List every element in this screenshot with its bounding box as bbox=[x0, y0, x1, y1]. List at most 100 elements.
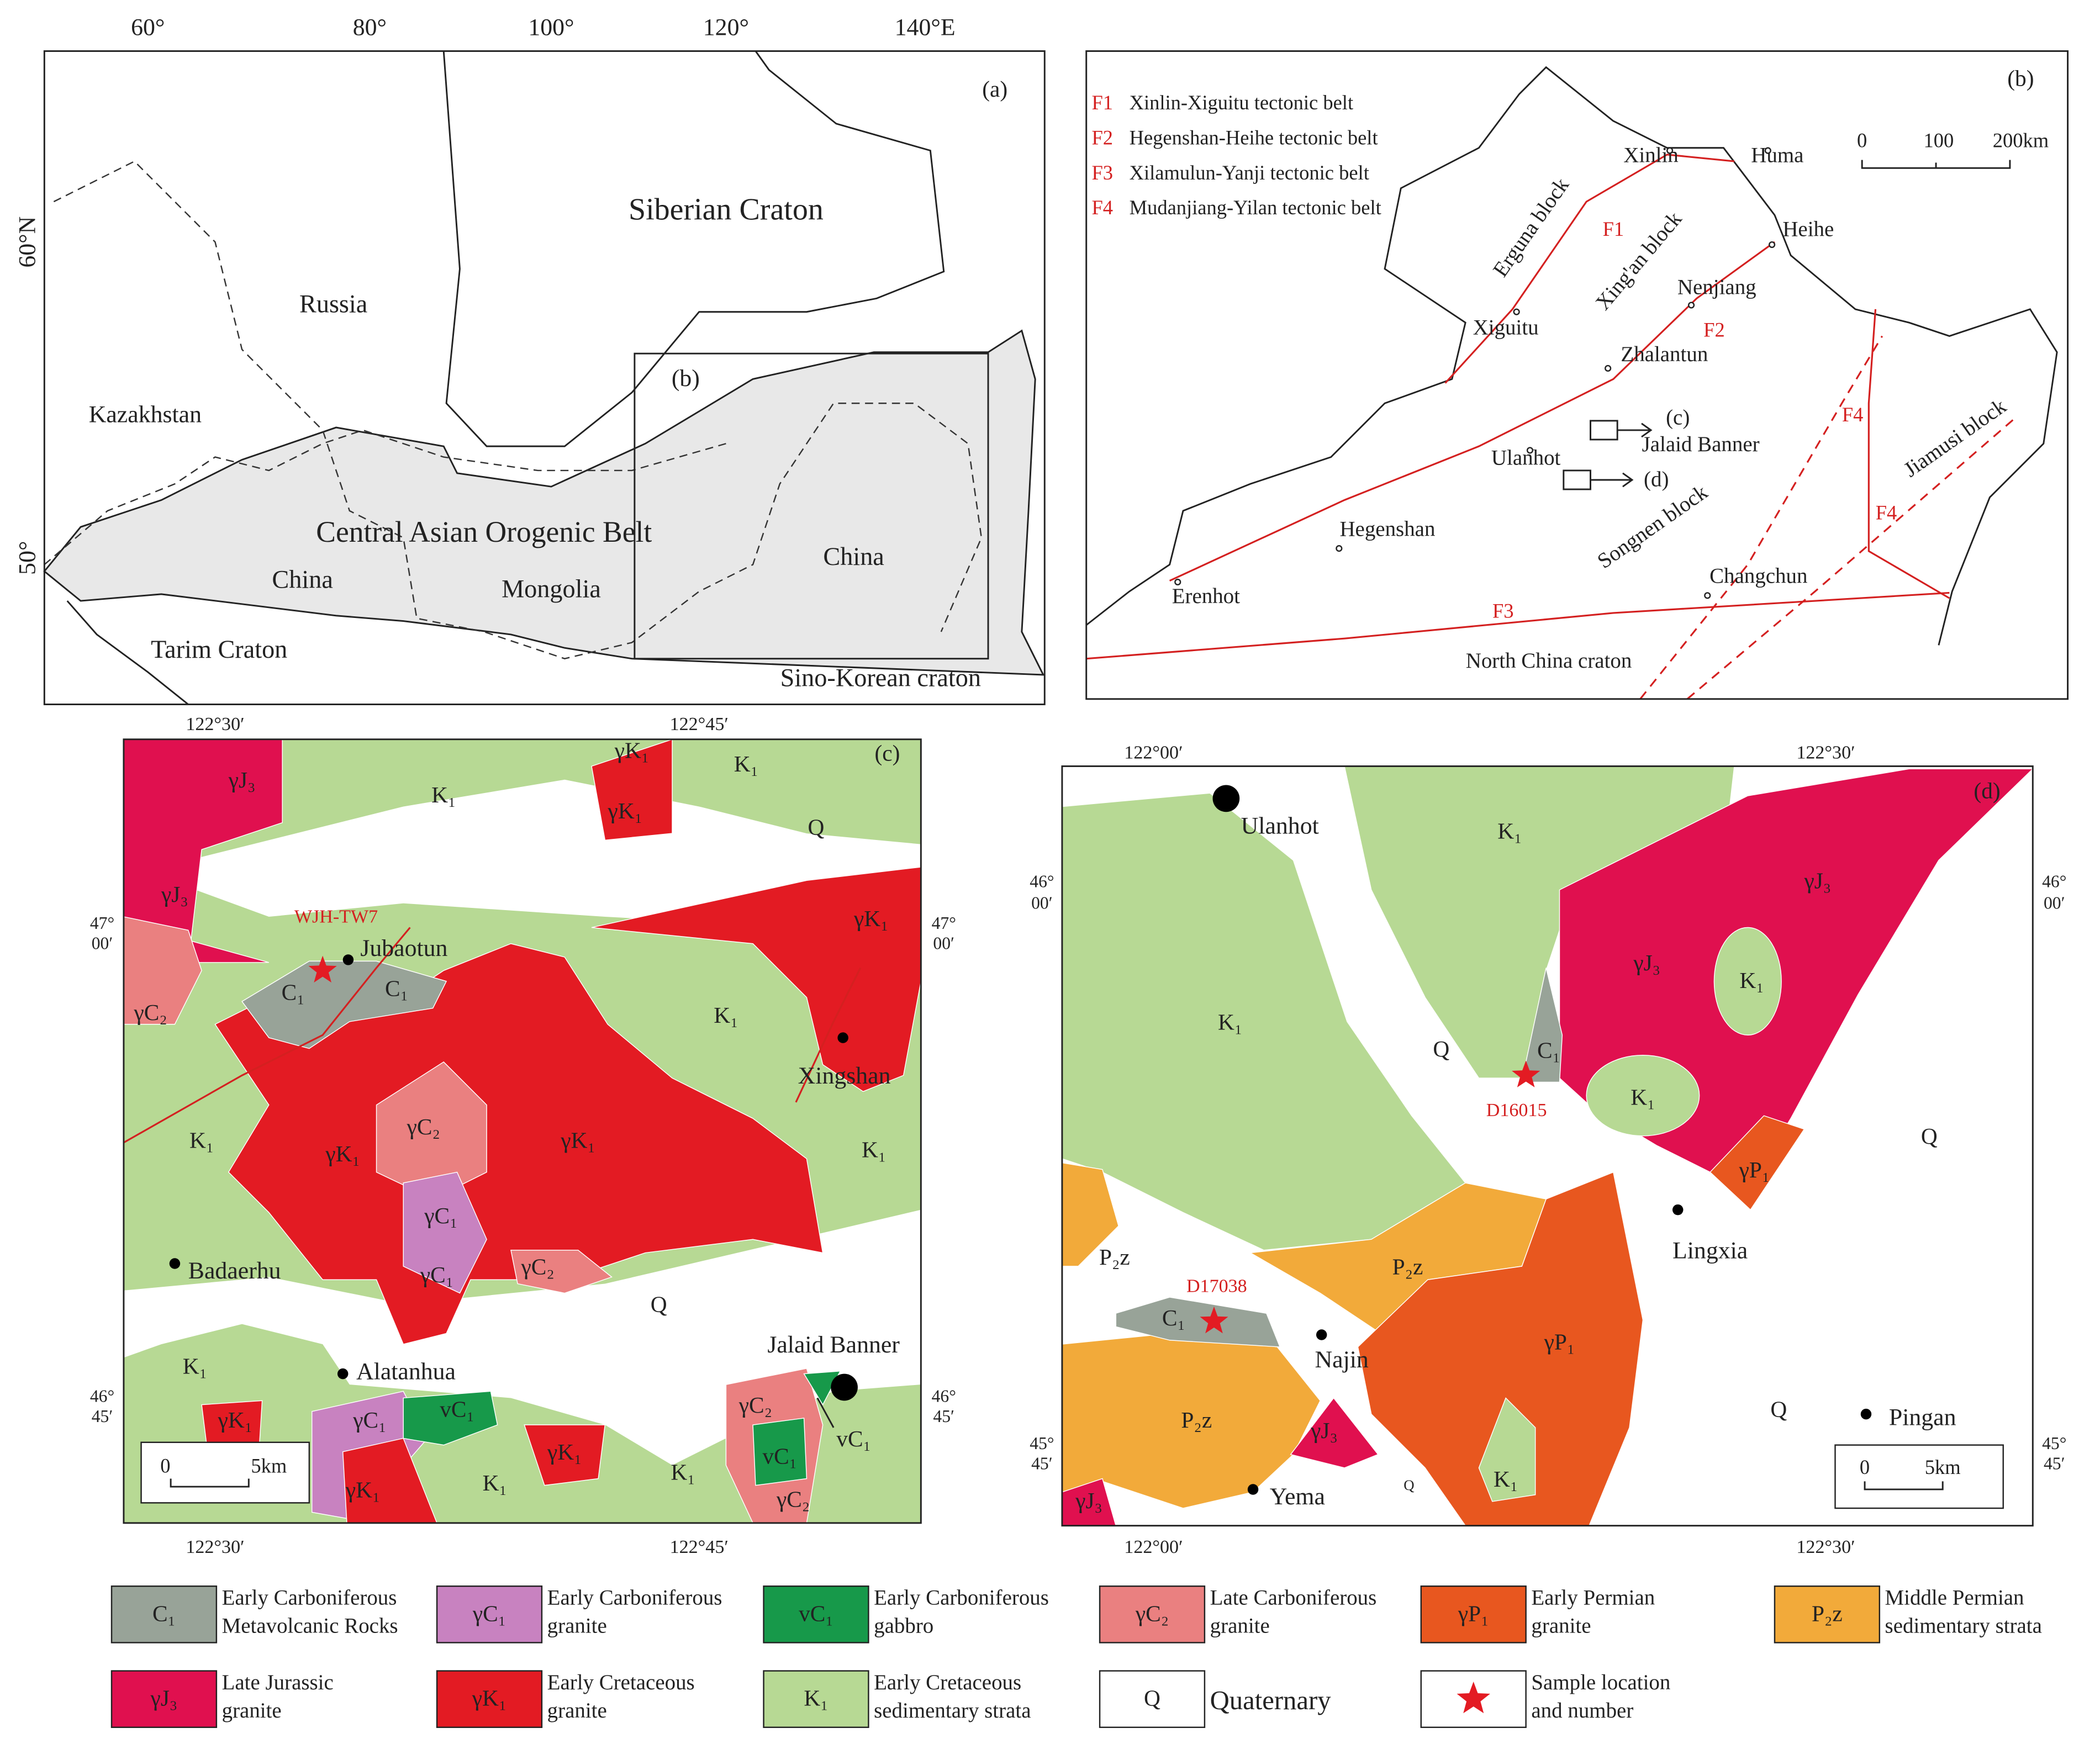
longitude-label: 80° bbox=[353, 14, 387, 41]
unit-label: γJ₃ bbox=[228, 767, 256, 792]
place-label: Ulanhot bbox=[1491, 446, 1561, 469]
legend-text: Early Permian bbox=[1531, 1586, 1655, 1609]
unit-label: γC₂ bbox=[133, 1000, 167, 1025]
place-markers bbox=[1212, 785, 1872, 1495]
unit-label: K₁ bbox=[1494, 1466, 1518, 1492]
unit-label: P₂z bbox=[1099, 1244, 1130, 1270]
unit-label: γJ₃ bbox=[161, 881, 188, 907]
place-dot bbox=[1336, 545, 1343, 552]
unit-label: vC₁ bbox=[836, 1426, 871, 1451]
unit-label: γK₁ bbox=[547, 1439, 582, 1465]
latitude-label: 00′ bbox=[933, 933, 954, 953]
region-label: Kazakhstan bbox=[89, 401, 202, 428]
longitude-label: 122°30′ bbox=[186, 714, 244, 734]
map-unit bbox=[1290, 1397, 1379, 1468]
latitude-label: 46° bbox=[1030, 871, 1054, 891]
fault-line bbox=[1639, 335, 1883, 700]
unit-label: γC₁ bbox=[352, 1407, 386, 1433]
place-marker bbox=[837, 1032, 848, 1043]
map-unit bbox=[241, 960, 447, 1049]
longitude-label: 120° bbox=[703, 14, 749, 41]
legend-swatch bbox=[1420, 1585, 1527, 1643]
sample-label: D16015 bbox=[1486, 1100, 1547, 1121]
orogenic-belt bbox=[43, 329, 1045, 676]
legend-text: sedimentary strata bbox=[1885, 1614, 2042, 1638]
legend-text: Quaternary bbox=[1210, 1685, 1332, 1715]
unit-label: C₁ bbox=[385, 975, 408, 1001]
fault-name: Xinlin-Xiguitu tectonic belt bbox=[1130, 91, 1353, 114]
latitude-label: 00′ bbox=[1031, 893, 1053, 912]
sample-label: D17038 bbox=[1186, 1276, 1247, 1297]
place-label: Ulanhot bbox=[1241, 812, 1319, 839]
map-unit bbox=[376, 1061, 487, 1200]
place-dot bbox=[1769, 241, 1776, 249]
legend-symbol: K₁ bbox=[804, 1685, 828, 1711]
legend-text: granite bbox=[547, 1699, 607, 1722]
latitude-label: 45′ bbox=[933, 1407, 954, 1426]
fault-name: Mudanjiang-Yilan tectonic belt bbox=[1130, 196, 1381, 219]
place-label: Alatanhua bbox=[356, 1359, 456, 1385]
unit-label: K₁ bbox=[189, 1127, 214, 1153]
place-marker bbox=[337, 1368, 349, 1380]
place-marker bbox=[1672, 1204, 1684, 1215]
map-label: (a) bbox=[982, 76, 1007, 102]
panel-frame bbox=[43, 50, 1046, 705]
fault-code: F4 bbox=[1091, 196, 1113, 219]
legend-text: gabbro bbox=[874, 1614, 933, 1638]
map-unit bbox=[510, 1249, 613, 1294]
latitude-label: 45′ bbox=[2044, 1454, 2065, 1473]
unit-label: K₁ bbox=[671, 1460, 695, 1485]
legend-swatch bbox=[436, 1585, 543, 1643]
unit-label: K₁ bbox=[734, 751, 758, 776]
legend-text: Late Carboniferous bbox=[1210, 1586, 1377, 1609]
fault-line bbox=[1444, 154, 1735, 384]
place-label: (d) bbox=[1644, 467, 1669, 491]
legend-text: granite bbox=[1531, 1614, 1591, 1638]
longitude-label: 122°00′ bbox=[1124, 1537, 1183, 1557]
unit-label: γJ₃ bbox=[1633, 950, 1660, 975]
fault-line bbox=[1169, 241, 1775, 582]
place-marker bbox=[1860, 1408, 1872, 1420]
latitude-label: 45° bbox=[2042, 1434, 2066, 1453]
fault-code: F4 bbox=[1876, 501, 1897, 524]
legend-swatch bbox=[763, 1670, 869, 1729]
panel-b bbox=[1085, 50, 2069, 700]
unit-label: γC₂ bbox=[738, 1392, 772, 1418]
sample-star bbox=[1457, 1682, 1490, 1714]
place-marker bbox=[1247, 1484, 1259, 1495]
longitude-label: 140°E bbox=[895, 14, 956, 41]
legend-text: sedimentary strata bbox=[874, 1699, 1031, 1722]
legend-swatch bbox=[436, 1670, 543, 1729]
place-dot bbox=[1704, 592, 1711, 599]
border bbox=[53, 160, 983, 659]
latitude-label: 60°N bbox=[14, 216, 41, 268]
place-marker bbox=[1316, 1329, 1327, 1340]
scale-label: 200km bbox=[1993, 129, 2049, 151]
fault-name: Xilamulun-Yanji tectonic belt bbox=[1130, 161, 1369, 184]
fault-code: F2 bbox=[1091, 126, 1113, 149]
sample-label: WJH-TW7 bbox=[294, 906, 378, 927]
unit-label: γK₁ bbox=[218, 1407, 253, 1433]
place-label: Nenjiang bbox=[1677, 275, 1756, 299]
fault-code: F3 bbox=[1091, 161, 1113, 184]
place-dot bbox=[1666, 147, 1674, 154]
scale-label: 0 bbox=[1860, 1456, 1870, 1478]
longitude-label: 122°30′ bbox=[1796, 742, 1855, 763]
fault-line bbox=[1086, 591, 1950, 660]
map-unit bbox=[591, 738, 673, 841]
unit-label: γJ₃ bbox=[1075, 1488, 1102, 1513]
scale-label: 0 bbox=[1857, 129, 1867, 151]
fault-line bbox=[1867, 309, 1950, 599]
unit-label: γK₁ bbox=[560, 1127, 595, 1153]
unit-label: γK₁ bbox=[853, 906, 889, 931]
unit-label: γK₁ bbox=[614, 738, 650, 763]
map-label: (b) bbox=[2007, 66, 2034, 92]
sample-star bbox=[1200, 1306, 1228, 1334]
panel-a bbox=[43, 50, 1046, 705]
region-label: Tarim Craton bbox=[151, 636, 287, 664]
unit-label: P₂z bbox=[1392, 1254, 1423, 1279]
scale-label: 5km bbox=[251, 1454, 287, 1477]
legend-text: granite bbox=[547, 1614, 607, 1638]
region-label: Central Asian Orogenic Belt bbox=[316, 515, 652, 548]
unit-label: K₁ bbox=[714, 1002, 738, 1028]
